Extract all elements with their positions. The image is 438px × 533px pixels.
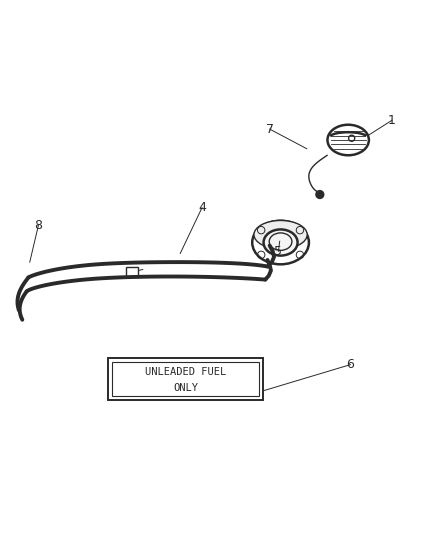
Ellipse shape [263,229,297,256]
Bar [112,362,258,395]
Text: 8: 8 [35,219,42,231]
Text: UNLEADED FUEL: UNLEADED FUEL [145,367,226,377]
Text: 4: 4 [198,201,205,214]
Text: 6: 6 [346,358,353,371]
Text: ONLY: ONLY [173,383,198,393]
Circle shape [315,191,323,198]
Ellipse shape [254,221,307,249]
Bar [108,358,262,400]
Text: 1: 1 [387,114,395,127]
Bar [126,268,138,277]
Text: 7: 7 [265,123,273,135]
Text: 5: 5 [274,245,282,258]
